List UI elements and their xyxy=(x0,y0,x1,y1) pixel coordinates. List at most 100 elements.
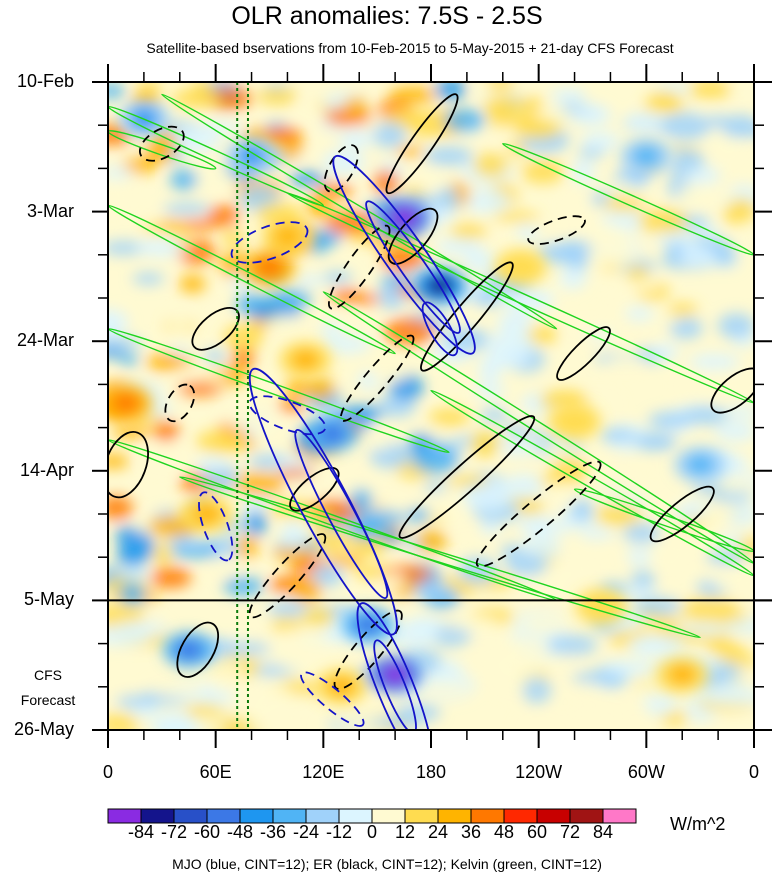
chart-subtitle: Satellite-based bservations from 10-Feb-… xyxy=(146,40,674,56)
anomaly-blob xyxy=(634,597,682,616)
anomaly-blob xyxy=(632,432,678,449)
anomaly-blob xyxy=(232,345,255,369)
anomaly-blob xyxy=(373,121,407,149)
y-tick-label: 5-May xyxy=(23,589,74,610)
colorbar-swatch xyxy=(338,808,373,824)
er-contour xyxy=(323,144,359,193)
y-tick-label: 14-Apr xyxy=(19,459,74,480)
anomaly-blob xyxy=(714,479,754,493)
anomaly-blob xyxy=(311,530,354,552)
colorbar-swatch xyxy=(173,808,208,824)
anomaly-blob xyxy=(728,82,754,97)
anomaly-blob xyxy=(627,545,652,566)
anomaly-blob xyxy=(108,337,144,349)
anomaly-blob xyxy=(115,551,145,563)
x-tick-label: 120E xyxy=(302,762,345,782)
anomaly-blob xyxy=(485,331,535,358)
er-contour xyxy=(556,326,611,381)
anomaly-blob xyxy=(717,313,754,339)
anomaly-blob xyxy=(377,394,416,417)
anomaly-blob xyxy=(224,412,277,429)
anomaly-blob xyxy=(323,335,371,354)
anomaly-blob xyxy=(445,475,490,487)
mjo-contour xyxy=(332,154,476,355)
kelvin-contour xyxy=(286,192,754,404)
anomaly-blob xyxy=(506,553,548,577)
mjo-contour xyxy=(300,671,365,727)
anomaly-blob xyxy=(252,680,289,707)
mjo-contour xyxy=(365,200,461,334)
kelvin-contour xyxy=(161,93,558,330)
colorbar xyxy=(107,808,637,824)
anomaly-blob xyxy=(654,546,683,572)
anomaly-blob xyxy=(669,317,703,339)
colorbar-level-label: -36 xyxy=(259,822,286,842)
anomaly-blob xyxy=(428,408,471,427)
er-contour xyxy=(108,431,149,499)
anomaly-blob xyxy=(625,306,654,321)
colorbar-swatch xyxy=(470,808,505,824)
anomaly-blob xyxy=(483,95,523,116)
anomaly-blob xyxy=(373,170,399,195)
anomaly-blob xyxy=(461,188,511,214)
mjo-contour xyxy=(248,395,327,436)
anomaly-blob xyxy=(496,637,552,659)
anomaly-blob xyxy=(120,567,152,580)
anomaly-blob xyxy=(242,717,306,730)
anomaly-blob xyxy=(195,456,228,473)
colorbar-swatch xyxy=(536,808,571,824)
anomaly-blob xyxy=(169,169,199,191)
anomaly-center xyxy=(192,504,221,524)
anomaly-blob xyxy=(660,112,712,141)
anomaly-blob xyxy=(149,567,192,589)
mjo-contour xyxy=(198,491,234,562)
mjo-contour xyxy=(230,221,309,264)
anomaly-blob xyxy=(234,471,284,498)
anomaly-blob xyxy=(486,82,515,91)
anomaly-blob xyxy=(514,117,562,140)
kelvin-contour xyxy=(179,476,701,639)
anomaly-blob xyxy=(497,310,533,336)
mjo-contour xyxy=(248,367,398,636)
anomaly-blob xyxy=(714,421,754,442)
kelvin-contour xyxy=(322,291,754,565)
anomaly-blob xyxy=(626,265,650,282)
anomaly-blob xyxy=(603,659,658,678)
anomaly-blob xyxy=(434,82,467,100)
anomaly-blob xyxy=(149,678,204,698)
er-contour xyxy=(398,415,536,539)
anomaly-blob xyxy=(322,149,366,175)
anomaly-blob xyxy=(223,323,264,351)
colorbar-level-label: 24 xyxy=(427,822,449,842)
er-contour xyxy=(289,467,340,512)
anomaly-center xyxy=(111,392,140,413)
mjo-contour xyxy=(294,428,389,600)
anomaly-blob xyxy=(135,238,187,257)
anomaly-blob xyxy=(480,520,501,536)
anomaly-blob xyxy=(494,655,558,672)
y-tick-label: 3-Mar xyxy=(26,200,74,221)
er-contour xyxy=(339,334,415,422)
colorbar-swatch xyxy=(206,808,241,824)
anomaly-blob xyxy=(377,572,407,591)
anomaly-blob xyxy=(221,229,249,247)
anomaly-blob xyxy=(715,145,743,166)
anomaly-center xyxy=(255,257,284,278)
x-tick-label: 120W xyxy=(515,762,563,782)
anomaly-blob xyxy=(152,543,174,565)
anomaly-blob xyxy=(203,349,226,363)
anomaly-blob xyxy=(595,503,643,527)
colorbar-level-label: -72 xyxy=(160,822,187,842)
anomaly-blob xyxy=(118,353,140,366)
anomaly-blob xyxy=(724,618,754,635)
anomaly-center xyxy=(237,146,266,167)
anomaly-blob xyxy=(359,426,395,451)
colorbar-swatch xyxy=(239,808,274,824)
anomaly-blob xyxy=(491,211,540,223)
anomaly-blob xyxy=(516,718,568,730)
anomaly-blob xyxy=(336,315,360,326)
colorbar-level-label: -48 xyxy=(226,822,253,842)
x-tick-label: 0 xyxy=(748,762,759,782)
anomaly-blob xyxy=(316,453,360,468)
anomaly-blob xyxy=(520,613,573,634)
